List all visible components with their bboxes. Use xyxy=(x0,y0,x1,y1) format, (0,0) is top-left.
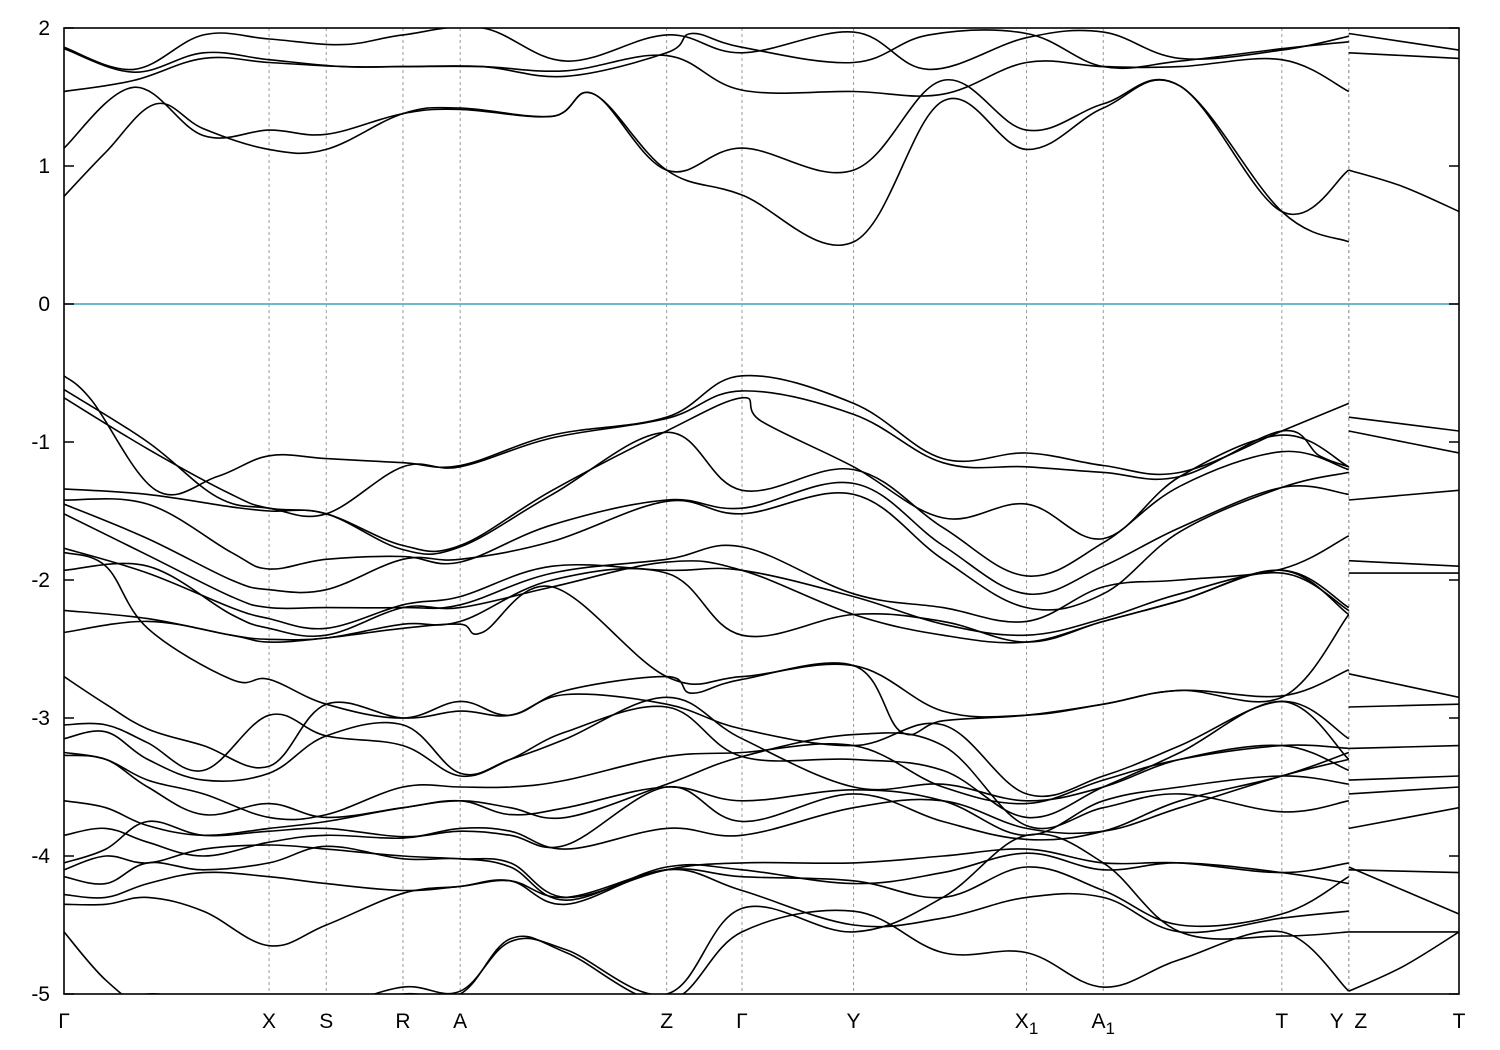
band-line-9 xyxy=(1348,416,1459,432)
kpoint-label-8: X1 xyxy=(1015,1010,1038,1038)
kpoint-label-12: Z xyxy=(1354,1010,1367,1033)
y-axis-ticks: 2 1 0 -1 -2 -3 -4 -5 xyxy=(31,17,1459,1006)
kpoint-gridlines xyxy=(268,28,1350,994)
band-line-35 xyxy=(1348,806,1459,830)
band-line-17 xyxy=(64,513,1350,623)
band-line-4 xyxy=(1348,52,1459,60)
band-line-18 xyxy=(1348,559,1459,567)
band-line-6 xyxy=(1348,32,1459,51)
kpoint-label-13: T xyxy=(1453,1010,1466,1033)
y-tick-label-2: 0 xyxy=(38,293,50,316)
band-line-14 xyxy=(1348,489,1459,501)
band-line-36 xyxy=(64,732,1349,837)
y-tick-label-4: -2 xyxy=(31,569,50,592)
band-line-8 xyxy=(64,374,1350,496)
band-line-27 xyxy=(64,675,1350,798)
y-tick-label-6: -4 xyxy=(31,845,50,868)
band-line-44 xyxy=(64,868,1349,947)
band-line-26 xyxy=(1348,703,1459,708)
band-line-41 xyxy=(64,845,1349,901)
band-line-43 xyxy=(1348,866,1459,915)
band-line-10 xyxy=(64,388,1350,518)
band-line-15 xyxy=(64,481,1349,596)
x-axis-kpoint-labels: Γ X S R A Z Γ Y X1 A1 T Y Z T xyxy=(58,1010,1465,1038)
band-line-22 xyxy=(64,567,1350,643)
band-line-21 xyxy=(64,560,1350,644)
band-line-40 xyxy=(1348,869,1459,874)
y-tick-label-5: -3 xyxy=(31,707,50,730)
band-line-32 xyxy=(1348,786,1459,795)
kpoint-label-7: Y xyxy=(847,1010,861,1033)
y-tick-label-3: -1 xyxy=(31,431,50,454)
band-line-16 xyxy=(64,471,1349,611)
kpoint-label-6: Γ xyxy=(736,1010,748,1033)
band-line-2 xyxy=(1348,169,1459,213)
band-line-48 xyxy=(1348,931,1459,992)
band-line-28 xyxy=(1348,744,1459,750)
band-line-7 xyxy=(64,28,1349,71)
kpoint-label-9: A1 xyxy=(1092,1010,1115,1038)
kpoint-label-10: T xyxy=(1275,1010,1288,1033)
band-line-1 xyxy=(64,79,1350,246)
kpoint-label-11: Y xyxy=(1330,1010,1344,1033)
band-line-24 xyxy=(1348,673,1459,699)
band-line-13 xyxy=(64,431,1350,577)
band-line-31 xyxy=(64,696,1350,802)
band-line-12 xyxy=(1348,430,1459,454)
kpoint-label-subscript-8: 1 xyxy=(1029,1019,1038,1038)
band-line-34 xyxy=(64,754,1349,837)
plot-frame xyxy=(63,27,1460,995)
y-tick-label-1: 1 xyxy=(38,155,50,178)
kpoint-label-5: Z xyxy=(660,1010,673,1033)
band-line-30 xyxy=(1348,775,1459,781)
kpoint-label-3: R xyxy=(395,1010,410,1033)
band-line-37 xyxy=(64,758,1349,857)
band-line-42 xyxy=(64,866,1350,928)
band-line-38 xyxy=(64,751,1350,864)
band-line-3 xyxy=(64,54,1350,97)
band-line-45 xyxy=(64,833,1349,994)
kpoint-label-4: A xyxy=(453,1010,467,1033)
band-line-19 xyxy=(64,547,1350,637)
band-line-29 xyxy=(64,700,1350,819)
band-line-47 xyxy=(141,909,1350,994)
y-tick-label-0: 2 xyxy=(38,17,50,40)
y-tick-label-7: -5 xyxy=(31,983,50,1006)
band-line-0 xyxy=(64,78,1350,243)
kpoint-label-0: Γ xyxy=(58,1010,70,1033)
band-lines xyxy=(64,28,1459,994)
band-line-25 xyxy=(64,551,1350,736)
kpoint-label-2: S xyxy=(319,1010,333,1033)
band-line-33 xyxy=(64,742,1349,821)
band-line-5 xyxy=(64,29,1349,78)
kpoint-label-subscript-9: 1 xyxy=(1106,1019,1115,1038)
kpoint-label-1: X xyxy=(262,1010,276,1033)
